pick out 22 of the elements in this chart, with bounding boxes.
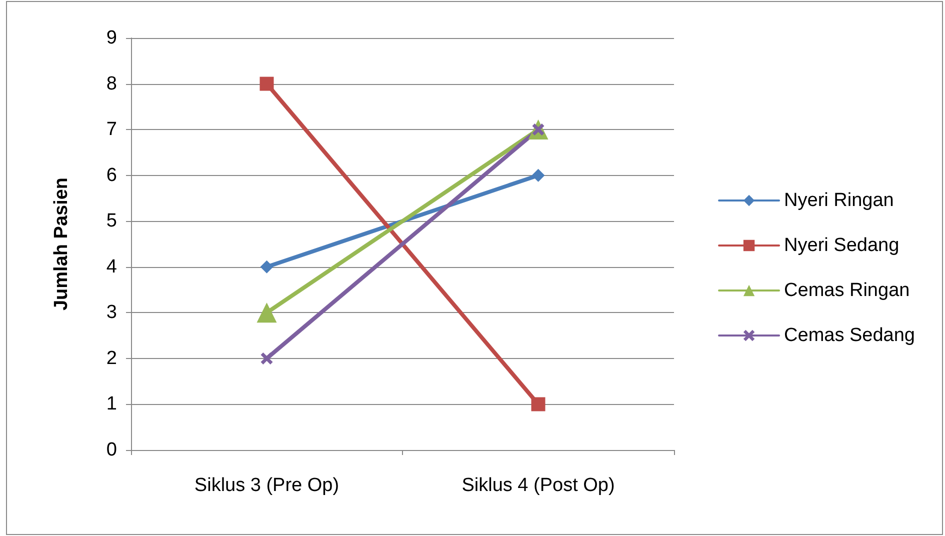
x-tick-label: Siklus 3 (Pre Op) <box>194 475 340 496</box>
y-tick-label: 6 <box>106 164 117 186</box>
x-tick-label: Siklus 4 (Post Op) <box>462 475 615 496</box>
legend-label: Cemas Sedang <box>784 325 915 346</box>
point <box>260 76 274 91</box>
y-tick-label: 2 <box>106 348 117 369</box>
y-tick-label: 9 <box>106 28 117 48</box>
y-tick-label: 8 <box>106 73 117 94</box>
point <box>532 168 545 182</box>
legend-label: Nyeri Sedang <box>784 235 900 256</box>
legend-label: Cemas Ringan <box>784 280 910 301</box>
y-tick-label: 3 <box>106 302 117 324</box>
y-tick-label: 5 <box>106 210 117 232</box>
legend-label: Nyeri Ringan <box>784 190 894 211</box>
y-tick-label: 4 <box>106 256 118 278</box>
y-tick-label: 0 <box>106 440 117 460</box>
point <box>260 260 274 274</box>
y-tick-label: 1 <box>106 394 117 415</box>
point <box>531 397 546 412</box>
point <box>260 352 273 364</box>
y-axis-title: Jumlah Pasien <box>51 177 72 311</box>
y-tick-label: 7 <box>106 119 117 140</box>
